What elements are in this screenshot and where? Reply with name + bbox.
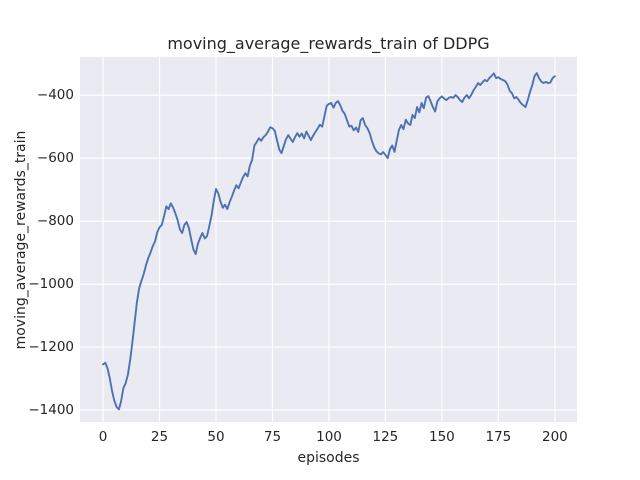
chart-title: moving_average_rewards_train of DDPG	[167, 34, 490, 53]
x-tick-label: 125	[372, 429, 399, 445]
x-tick-label: 25	[150, 429, 169, 445]
y-tick-label: −1000	[28, 276, 74, 293]
x-tick-label: 75	[263, 429, 282, 445]
x-tick-label: 50	[207, 429, 225, 445]
x-tick-label: 0	[98, 429, 108, 445]
y-tick-label: −400	[36, 87, 74, 104]
x-tick-label: 200	[542, 429, 568, 445]
y-tick-label: −1400	[28, 402, 74, 418]
x-tick-label: 100	[316, 429, 342, 445]
data-line	[102, 72, 556, 411]
y-tick-label: −800	[36, 213, 74, 230]
y-tick-label: −1200	[28, 339, 74, 355]
y-tick-label: −600	[36, 150, 74, 167]
x-tick-label: 150	[429, 429, 455, 445]
x-axis-label: episodes	[297, 450, 360, 466]
x-tick-label: 175	[485, 429, 512, 445]
